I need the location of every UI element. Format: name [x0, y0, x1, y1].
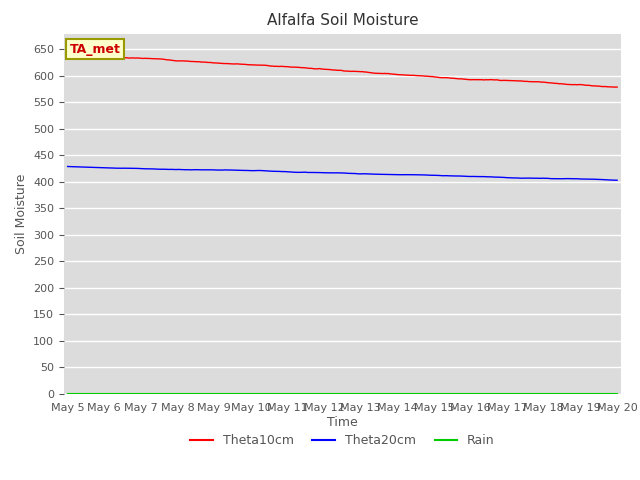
Theta20cm — [257, 168, 264, 173]
Rain — [430, 391, 438, 396]
Theta10cm — [399, 72, 407, 78]
Theta20cm — [399, 172, 407, 178]
Theta20cm — [612, 178, 620, 183]
Theta20cm — [613, 178, 621, 183]
Theta10cm — [613, 84, 621, 90]
Theta10cm — [611, 84, 619, 90]
Theta10cm — [430, 74, 438, 80]
Rain — [229, 391, 237, 396]
Theta10cm — [229, 61, 237, 67]
Theta10cm — [257, 62, 264, 68]
Text: TA_met: TA_met — [70, 43, 120, 56]
Legend: Theta10cm, Theta20cm, Rain: Theta10cm, Theta20cm, Rain — [185, 429, 500, 452]
Line: Theta20cm: Theta20cm — [68, 167, 617, 180]
Rain — [277, 391, 285, 396]
Theta20cm — [64, 164, 72, 169]
Line: Theta10cm: Theta10cm — [68, 54, 617, 87]
Theta10cm — [128, 55, 136, 61]
Rain — [613, 391, 621, 396]
Theta20cm — [277, 168, 285, 174]
X-axis label: Time: Time — [327, 416, 358, 429]
Rain — [257, 391, 264, 396]
Theta10cm — [277, 63, 285, 69]
Title: Alfalfa Soil Moisture: Alfalfa Soil Moisture — [267, 13, 418, 28]
Theta20cm — [128, 166, 136, 171]
Theta20cm — [430, 172, 438, 178]
Theta20cm — [229, 167, 237, 173]
Rain — [64, 391, 72, 396]
Theta10cm — [64, 51, 72, 57]
Rain — [128, 391, 136, 396]
Y-axis label: Soil Moisture: Soil Moisture — [15, 173, 28, 254]
Rain — [399, 391, 407, 396]
